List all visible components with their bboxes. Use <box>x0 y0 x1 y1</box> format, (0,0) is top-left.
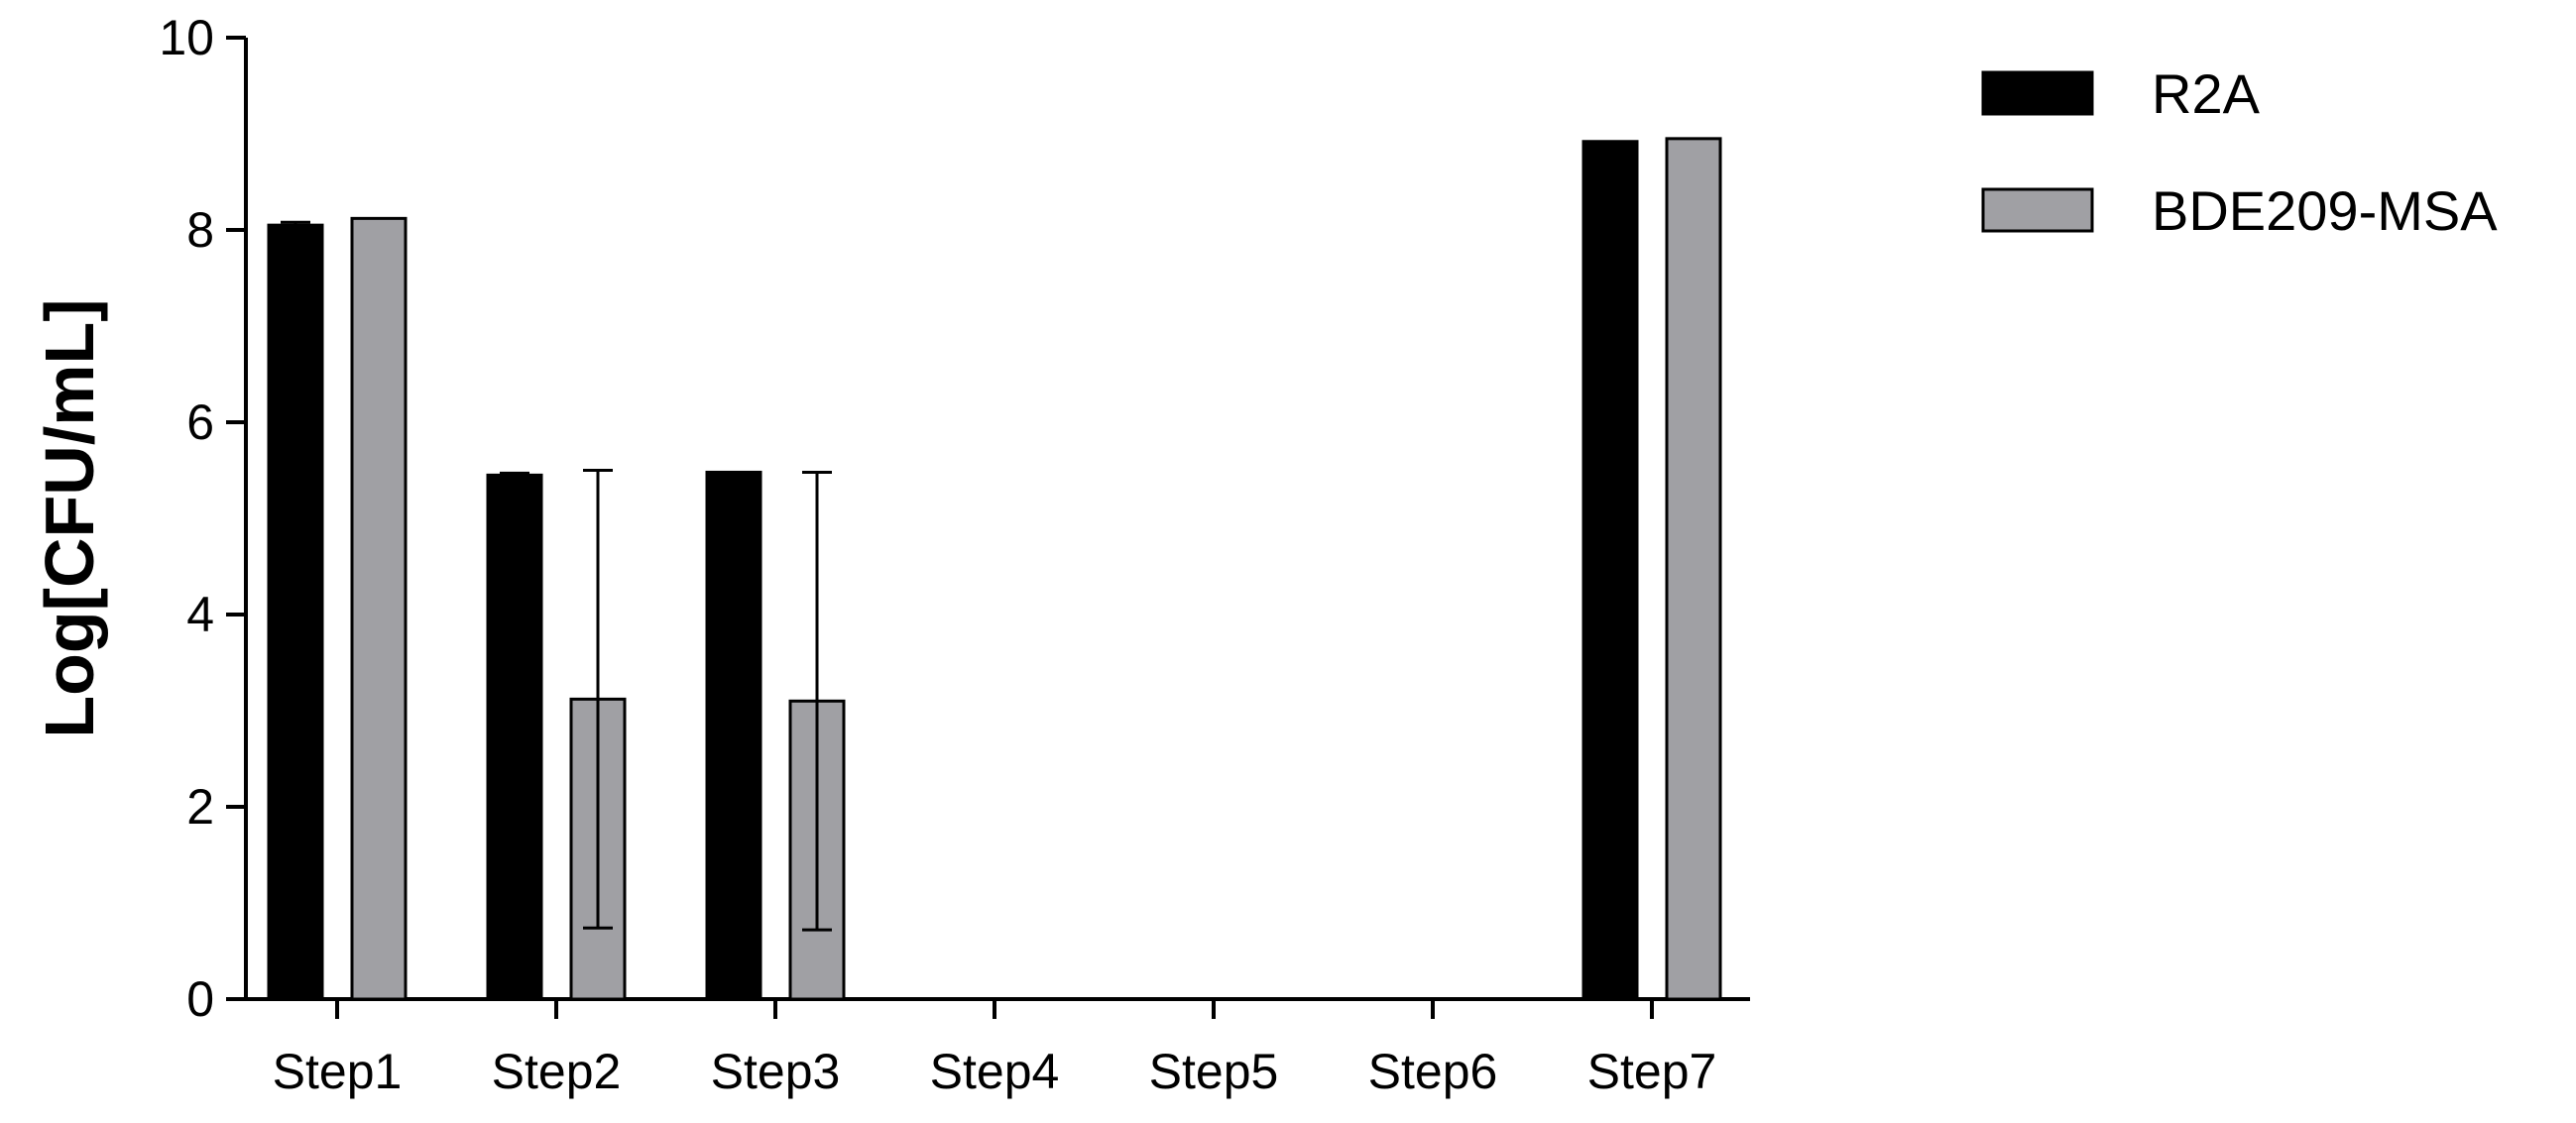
bar <box>350 216 408 1001</box>
axes: 0 2 4 6 8 10 Step1 Step2 Step3 Step4 Step5 Step6 Ste… <box>159 10 1750 1099</box>
legend-swatch <box>1981 187 2094 233</box>
bar <box>705 470 762 1001</box>
y-axis-title: Log[CFU/mL] <box>31 298 108 737</box>
x-tick-label: Step2 <box>492 1044 622 1099</box>
y-tick-label: 6 <box>186 394 214 450</box>
bars <box>267 137 1722 1001</box>
legend: R2A BDE209-MSA <box>1981 62 2498 242</box>
x-tick-label: Step1 <box>273 1044 403 1099</box>
x-tick-label: Step6 <box>1368 1044 1498 1099</box>
x-tick-label: Step3 <box>711 1044 841 1099</box>
x-tick-label: Step4 <box>930 1044 1060 1099</box>
legend-label: BDE209-MSA <box>2152 179 2498 242</box>
y-axis-title-group: Log[CFU/mL] <box>31 298 108 737</box>
bar <box>267 223 324 1001</box>
x-tick-label: Step7 <box>1587 1044 1717 1099</box>
bar <box>1581 140 1639 1001</box>
y-tick-label: 10 <box>159 10 214 65</box>
legend-swatch <box>1981 70 2094 116</box>
y-tick-label: 4 <box>186 587 214 642</box>
y-tick-label: 2 <box>186 779 214 835</box>
legend-label: R2A <box>2152 62 2261 125</box>
bar <box>1665 137 1722 1001</box>
y-tick-label: 8 <box>186 202 214 258</box>
bar <box>486 473 543 1001</box>
x-tick-label: Step5 <box>1149 1044 1279 1099</box>
y-tick-label: 0 <box>186 971 214 1027</box>
